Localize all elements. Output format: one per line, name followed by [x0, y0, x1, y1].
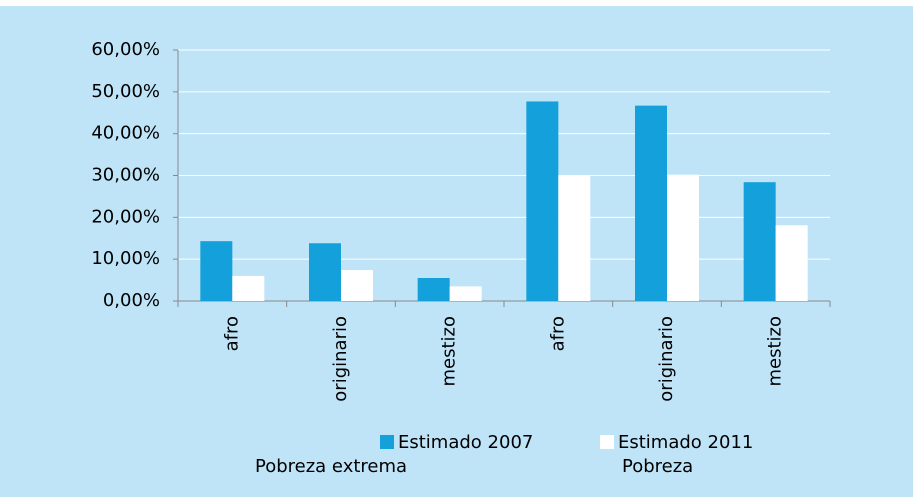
bar — [635, 105, 667, 301]
bar — [558, 175, 591, 301]
x-tick-label: originario — [330, 316, 351, 402]
x-tick-label: mestizo — [765, 316, 786, 387]
legend-swatch — [600, 435, 614, 449]
bar — [449, 286, 482, 301]
x-tick-label: mestizo — [439, 316, 460, 387]
legend-label: Estimado 2011 — [618, 432, 753, 453]
y-tick-label: 60,00% — [91, 39, 160, 60]
y-tick-label: 0,00% — [103, 290, 160, 311]
y-tick-label: 20,00% — [91, 206, 160, 227]
bar — [526, 101, 559, 301]
bar — [341, 270, 373, 301]
bar — [232, 275, 265, 301]
bar — [200, 241, 233, 301]
y-tick-label: 10,00% — [91, 248, 160, 269]
bar — [667, 174, 699, 301]
bar — [417, 277, 450, 301]
y-tick-label: 30,00% — [91, 165, 160, 186]
top-border — [0, 0, 913, 6]
y-tick-label: 50,00% — [91, 81, 160, 102]
x-tick-label: afro — [547, 316, 568, 351]
bar — [743, 182, 776, 301]
x-tick-label: afro — [221, 316, 242, 351]
group-label: Pobreza — [622, 456, 693, 477]
bar — [309, 243, 341, 301]
y-tick-label: 40,00% — [91, 123, 160, 144]
legend-label: Estimado 2007 — [398, 432, 533, 453]
x-tick-label: originario — [656, 316, 677, 402]
group-label: Pobreza extrema — [255, 456, 407, 477]
legend-swatch — [380, 435, 394, 449]
bar — [775, 225, 808, 301]
